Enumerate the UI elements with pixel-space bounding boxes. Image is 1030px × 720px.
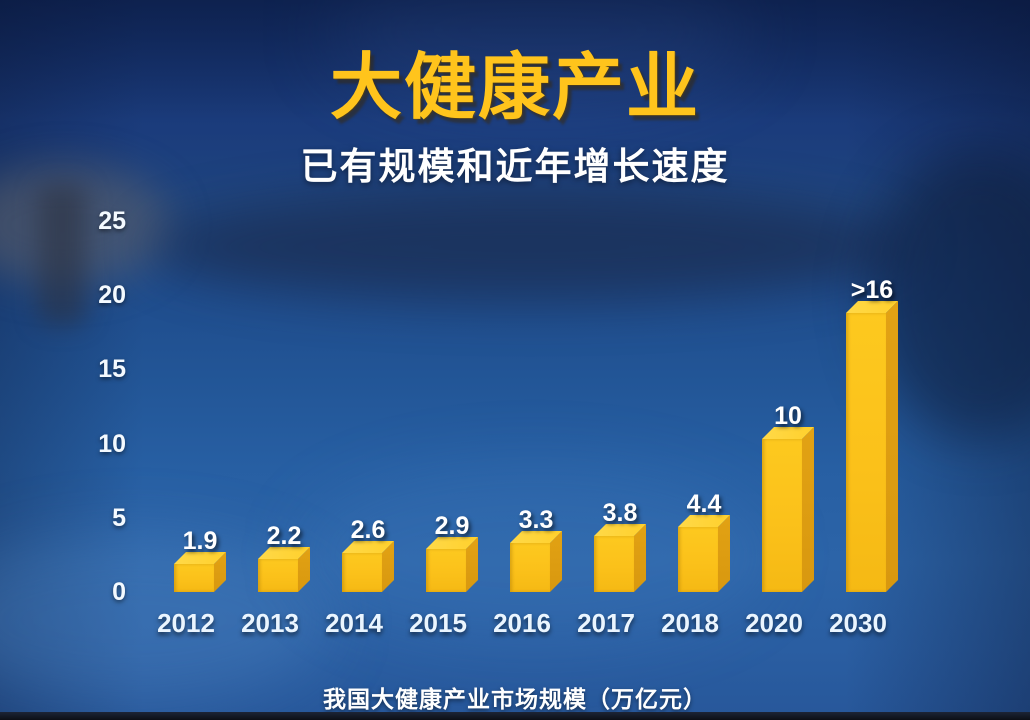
bar-value-label: 3.8 bbox=[602, 499, 638, 527]
bar-top-face bbox=[762, 427, 814, 439]
x-axis-label: 2016 bbox=[493, 608, 551, 638]
bar-value-label: 2.9 bbox=[434, 512, 470, 540]
y-axis-tick: 25 bbox=[98, 206, 126, 235]
bar-top-face bbox=[342, 541, 394, 553]
bar-value-label: >16 bbox=[850, 276, 894, 304]
x-axis-label: 2018 bbox=[661, 608, 719, 638]
bar-top-face bbox=[258, 547, 310, 559]
x-axis-label: 2014 bbox=[325, 608, 383, 638]
bar-value-label: 2.2 bbox=[266, 522, 302, 550]
bar-top-face bbox=[846, 301, 898, 313]
x-axis-label: 2017 bbox=[577, 608, 635, 638]
bar-value-label: 1.9 bbox=[182, 527, 218, 555]
bar-value-label: 10 bbox=[774, 402, 802, 430]
x-axis-label: 2015 bbox=[409, 608, 467, 638]
page-title: 大健康产业 bbox=[329, 48, 700, 128]
bar-front-face bbox=[258, 559, 298, 592]
bar-front-face bbox=[342, 553, 382, 592]
bar-top-face bbox=[426, 537, 478, 549]
bar-top-face bbox=[678, 515, 730, 527]
bar-side-face bbox=[802, 427, 814, 592]
bar-top-face bbox=[594, 524, 646, 536]
y-axis-tick: 10 bbox=[98, 429, 126, 458]
y-axis-tick: 20 bbox=[98, 281, 126, 309]
bar-top-face bbox=[174, 552, 226, 564]
bar-side-face bbox=[550, 531, 562, 592]
y-axis-tick: 5 bbox=[112, 503, 126, 532]
bar-front-face bbox=[174, 564, 214, 592]
bar-side-face bbox=[382, 541, 394, 592]
bar-side-face bbox=[634, 524, 646, 592]
bar-front-face bbox=[678, 527, 718, 592]
bar-side-face bbox=[466, 537, 478, 592]
chart-caption: 我国大健康产业市场规模（万亿元） bbox=[323, 686, 707, 712]
bar-value-label: 2.6 bbox=[350, 516, 386, 544]
x-axis-label: 2012 bbox=[157, 608, 215, 638]
bar-front-face bbox=[846, 313, 886, 592]
y-axis-tick: 0 bbox=[112, 578, 126, 606]
bar-front-face bbox=[594, 536, 634, 592]
bar-value-label: 3.3 bbox=[518, 506, 554, 534]
bar-side-face bbox=[214, 552, 226, 592]
bar-front-face bbox=[510, 543, 550, 592]
x-axis-label: 2020 bbox=[745, 608, 803, 638]
bar-side-face bbox=[886, 301, 898, 592]
x-axis-label: 2013 bbox=[241, 608, 299, 638]
bar-value-label: 4.4 bbox=[686, 490, 722, 518]
y-axis-tick: 15 bbox=[98, 355, 126, 384]
bottom-dark-strip bbox=[0, 712, 1030, 720]
page-subtitle: 已有规模和近年增长速度 bbox=[300, 146, 730, 187]
bar-side-face bbox=[298, 547, 310, 592]
bar-front-face bbox=[426, 549, 466, 592]
bar-side-face bbox=[718, 515, 730, 592]
x-axis-label: 2030 bbox=[829, 608, 887, 638]
bar-top-face bbox=[510, 531, 562, 543]
bar-front-face bbox=[762, 439, 802, 592]
